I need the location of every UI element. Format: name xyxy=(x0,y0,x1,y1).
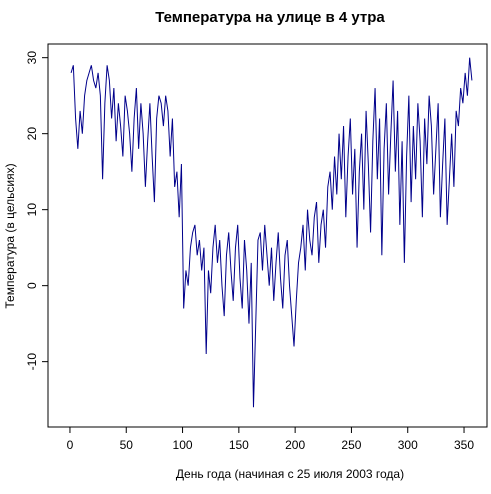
y-tick-label: 10 xyxy=(25,203,39,217)
data-line xyxy=(70,57,473,408)
x-tick-label: 50 xyxy=(120,438,134,452)
x-tick-label: 250 xyxy=(341,438,361,452)
y-tick-label: -10 xyxy=(25,353,39,371)
x-tick-label: 0 xyxy=(67,438,74,452)
chart-title: Температура на улице в 4 утра xyxy=(155,9,385,26)
x-tick-label: 100 xyxy=(173,438,193,452)
plot-frame xyxy=(47,43,488,428)
x-tick-label: 300 xyxy=(398,438,418,452)
x-tick-label: 350 xyxy=(454,438,474,452)
y-tick-label: 20 xyxy=(25,127,39,141)
y-tick-label: 30 xyxy=(25,51,39,65)
x-axis-label: День года (начиная с 25 июля 2003 года) xyxy=(176,467,404,481)
x-tick-label: 200 xyxy=(285,438,305,452)
x-tick-label: 150 xyxy=(229,438,249,452)
y-tick-label: 0 xyxy=(25,282,39,289)
y-axis-label: Температура (в цельсиях) xyxy=(3,163,17,308)
